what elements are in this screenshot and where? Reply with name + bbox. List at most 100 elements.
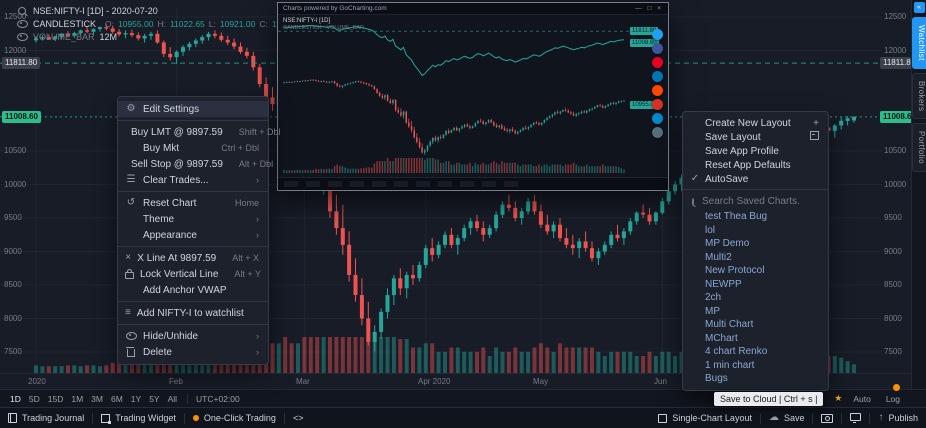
layout-menu-item[interactable]: Reset App Defaults: [683, 158, 828, 172]
share-reddit-button[interactable]: [652, 85, 663, 96]
share-telegram-button[interactable]: [652, 113, 663, 124]
context-menu-item[interactable]: Appearance ›: [118, 227, 268, 243]
side-tab-watchlist[interactable]: Watchlist: [912, 17, 926, 69]
window-controls[interactable]: — □ ×: [635, 5, 663, 12]
saved-chart-item[interactable]: lol: [705, 224, 716, 236]
context-menu-item[interactable]: Sell Stop @ 9897.59 Alt + Dbl: [118, 156, 273, 172]
layout-menu-item[interactable]: Create New Layout +: [683, 116, 828, 130]
layout-menu-item[interactable]: ✓ AutoSave: [683, 172, 828, 186]
scale-button-auto[interactable]: Auto: [853, 393, 871, 404]
saved-chart-item[interactable]: Bugs: [705, 373, 728, 385]
menu-divider: [118, 246, 268, 247]
eye-icon: [125, 332, 137, 340]
context-menu-item[interactable]: Add Anchor VWAP: [118, 282, 268, 298]
chart-snapshot-window[interactable]: Charts powered by GoCharting.com — □ × N…: [277, 2, 669, 191]
plus-icon: +: [813, 117, 819, 129]
saved-chart-item[interactable]: 2ch: [705, 292, 722, 304]
range-button-5d[interactable]: 5D: [28, 393, 40, 404]
share-more-button[interactable]: [652, 127, 663, 138]
saved-chart-item[interactable]: 1 min chart: [705, 359, 755, 371]
saved-chart-item[interactable]: MChart: [705, 332, 738, 344]
monitor-button[interactable]: [842, 408, 869, 428]
single-chart-layout-button[interactable]: Single-Chart Layout: [650, 408, 760, 428]
green-tag[interactable]: 11008.60: [2, 110, 41, 123]
scale-button-log[interactable]: Log: [885, 393, 900, 404]
volume-value: 12M: [99, 31, 118, 42]
bottom-toolbar-left: Trading Journal Trading Widget One-Click T…: [0, 408, 311, 428]
range-button-3m[interactable]: 3M: [91, 393, 103, 404]
lock-icon: [125, 269, 134, 279]
camera-button[interactable]: [813, 408, 841, 428]
layout-menu: Create New Layout + Save Layout Save App Pr…: [682, 111, 836, 391]
eye-icon[interactable]: [16, 19, 28, 28]
menu-divider: [118, 301, 268, 302]
layout-menu-item[interactable]: Save App Profile: [683, 144, 828, 158]
saved-chart-item[interactable]: New Protocol: [705, 265, 765, 277]
saved-chart-item[interactable]: MP Demo: [705, 238, 750, 250]
button-label: Trading Journal: [22, 413, 85, 423]
green-tag[interactable]: 11008.60: [880, 110, 919, 123]
side-tab-brokers[interactable]: Brokers: [912, 72, 926, 120]
context-menu-item[interactable]: Lock Vertical Line Alt + Y: [118, 266, 268, 282]
range-button-1y[interactable]: 1Y: [130, 393, 142, 404]
separator: [183, 412, 185, 424]
series-name[interactable]: CANDLESTICK: [33, 18, 97, 29]
button-label: Single-Chart Layout: [672, 413, 752, 423]
menu-item-label: Hide/Unhide: [143, 330, 199, 342]
range-button-all[interactable]: All: [167, 393, 178, 404]
context-menu-item[interactable]: Buy LMT @ 9897.59 Shift + Dbl: [118, 124, 280, 140]
separator: [92, 412, 94, 424]
search-saved-charts-input[interactable]: [700, 195, 836, 208]
share-mail-button[interactable]: [652, 99, 663, 110]
saved-chart-item[interactable]: Multi2: [705, 251, 732, 263]
context-menu-item[interactable]: ⚙ Edit Settings: [118, 101, 268, 117]
dark-tag[interactable]: 11811.80: [2, 57, 41, 70]
context-menu-item[interactable]: ≡ Add NIFTY-I to watchlist: [118, 305, 268, 321]
shortcut-label: Alt + X: [232, 253, 259, 263]
save-button[interactable]: ☁ Save: [761, 408, 813, 428]
context-menu-item[interactable]: Delete ›: [118, 344, 268, 360]
sliders-icon: ☰: [126, 174, 136, 185]
symbol-search-icon[interactable]: [16, 6, 28, 15]
context-menu-item[interactable]: ☰ Clear Trades... ›: [118, 172, 268, 188]
context-menu-item[interactable]: Hide/Unhide ›: [118, 328, 268, 344]
trading-widget-button[interactable]: Trading Widget: [93, 408, 184, 428]
context-menu-item[interactable]: × X Line At 9897.59 Alt + X: [118, 250, 268, 266]
publish-button[interactable]: ↑ Publish: [870, 408, 926, 428]
context-menu-item[interactable]: ↺ Reset Chart Home: [118, 195, 268, 211]
saved-chart-item[interactable]: NEWPP: [705, 278, 742, 290]
saved-chart-item[interactable]: MP: [705, 305, 720, 317]
context-menu-item[interactable]: Buy Mkt Ctrl + Dbl: [118, 140, 268, 156]
range-button-1d[interactable]: 1D: [10, 393, 21, 404]
saved-chart-item[interactable]: test Thea Bug: [705, 211, 768, 223]
one-click-trading-button[interactable]: One-Click Trading: [185, 408, 284, 428]
range-button-1m[interactable]: 1M: [71, 393, 84, 404]
timezone-button[interactable]: UTC+02:00: [187, 393, 240, 404]
range-button-6m[interactable]: 6M: [110, 393, 123, 404]
share-linkedin-button[interactable]: [652, 71, 663, 82]
favorite-star-icon[interactable]: ★: [834, 393, 843, 403]
side-tab-portfolio[interactable]: Portfolio: [912, 123, 926, 173]
shortcut-label: Alt + Dbl: [238, 159, 274, 169]
range-button-5y[interactable]: 5Y: [149, 393, 160, 404]
panel-toggle-icon[interactable]: «: [913, 2, 925, 13]
trading-journal-button[interactable]: Trading Journal: [0, 408, 92, 428]
volume-indicator-name[interactable]: VOLUME_BAR: [33, 31, 95, 42]
saved-chart-item[interactable]: Multi Chart: [705, 319, 754, 331]
layout-menu-item[interactable]: Save Layout: [683, 130, 828, 144]
eye-icon[interactable]: [16, 32, 28, 41]
timeframe-bar-right: ★ Auto Log: [834, 393, 904, 405]
context-menu-item[interactable]: Theme ›: [118, 211, 268, 227]
saved-chart-item[interactable]: 4 chart Renko: [705, 346, 768, 358]
share-twitter-button[interactable]: [652, 29, 663, 40]
dark-tag[interactable]: 11811.80: [880, 57, 919, 70]
time-axis-label: Apr 2020: [418, 377, 451, 386]
share-pinterest-button[interactable]: [652, 57, 663, 68]
range-button-15d[interactable]: 15D: [47, 393, 64, 404]
symbol-title[interactable]: NSE:NIFTY-I [1D] - 2020-07-20: [33, 5, 158, 16]
low-value: 10921.00: [219, 18, 256, 29]
share-facebook-button[interactable]: [652, 43, 663, 54]
--button[interactable]: <>: [285, 408, 312, 428]
time-axis[interactable]: 2020 Feb Mar Apr 2020 May Jun: [0, 373, 912, 390]
realtime-dot[interactable]: [893, 384, 900, 391]
